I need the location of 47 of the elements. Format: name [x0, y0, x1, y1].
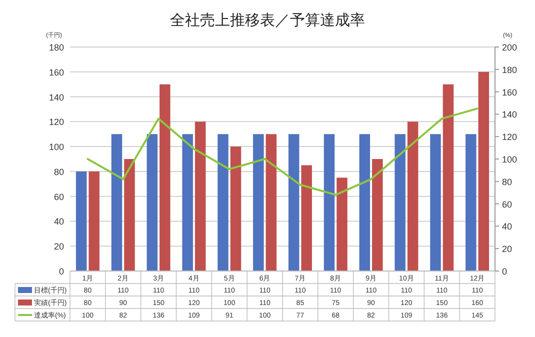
y-tick-label: 100 [48, 142, 64, 152]
bar [407, 122, 418, 271]
y-tick-label: 140 [48, 92, 64, 102]
bar [230, 146, 242, 271]
y2-tick-label: 0 [502, 266, 508, 276]
y-tick-label: 40 [54, 216, 64, 227]
bar [394, 134, 406, 271]
bar [288, 134, 300, 271]
bar [124, 159, 135, 271]
bar [218, 134, 228, 271]
y-tick-label: 20 [54, 242, 64, 252]
y-tick-label: 160 [48, 67, 64, 78]
bar [466, 134, 476, 271]
bar [76, 171, 87, 271]
y2-tick-label: 20 [502, 244, 512, 254]
bar [478, 72, 490, 271]
y-tick-label: 120 [48, 117, 64, 128]
bar [442, 84, 454, 271]
bar [111, 134, 122, 271]
y2-tick-label: 60 [502, 199, 512, 210]
y2-tick-label: 80 [502, 176, 512, 187]
bar [182, 134, 193, 271]
bar [324, 134, 335, 271]
y-tick-label: 180 [48, 42, 64, 52]
bar [160, 84, 170, 271]
y-tick-label: 0 [58, 266, 64, 276]
bar [359, 134, 370, 271]
y2-tick-label: 100 [502, 154, 518, 164]
bar [266, 134, 277, 271]
chart-title: 全社売上推移表／予算達成率 [170, 12, 365, 29]
bar [253, 134, 264, 271]
bar [146, 134, 158, 271]
bar [88, 171, 100, 271]
y2-tick-label: 160 [502, 87, 518, 98]
line-series [86, 108, 478, 196]
bar [430, 134, 441, 271]
y-tick-label: 60 [54, 192, 64, 202]
y2-tick-label: 200 [502, 42, 518, 52]
y2-tick-label: 180 [502, 64, 518, 75]
y2-tick-label: 40 [502, 222, 512, 232]
y2-tick-label: 120 [502, 132, 518, 142]
y2-tick-label: 140 [502, 110, 518, 120]
bar [336, 178, 348, 271]
y-tick-label: 80 [54, 166, 64, 177]
bar [194, 122, 206, 271]
bar [372, 159, 383, 271]
bar [301, 165, 312, 271]
